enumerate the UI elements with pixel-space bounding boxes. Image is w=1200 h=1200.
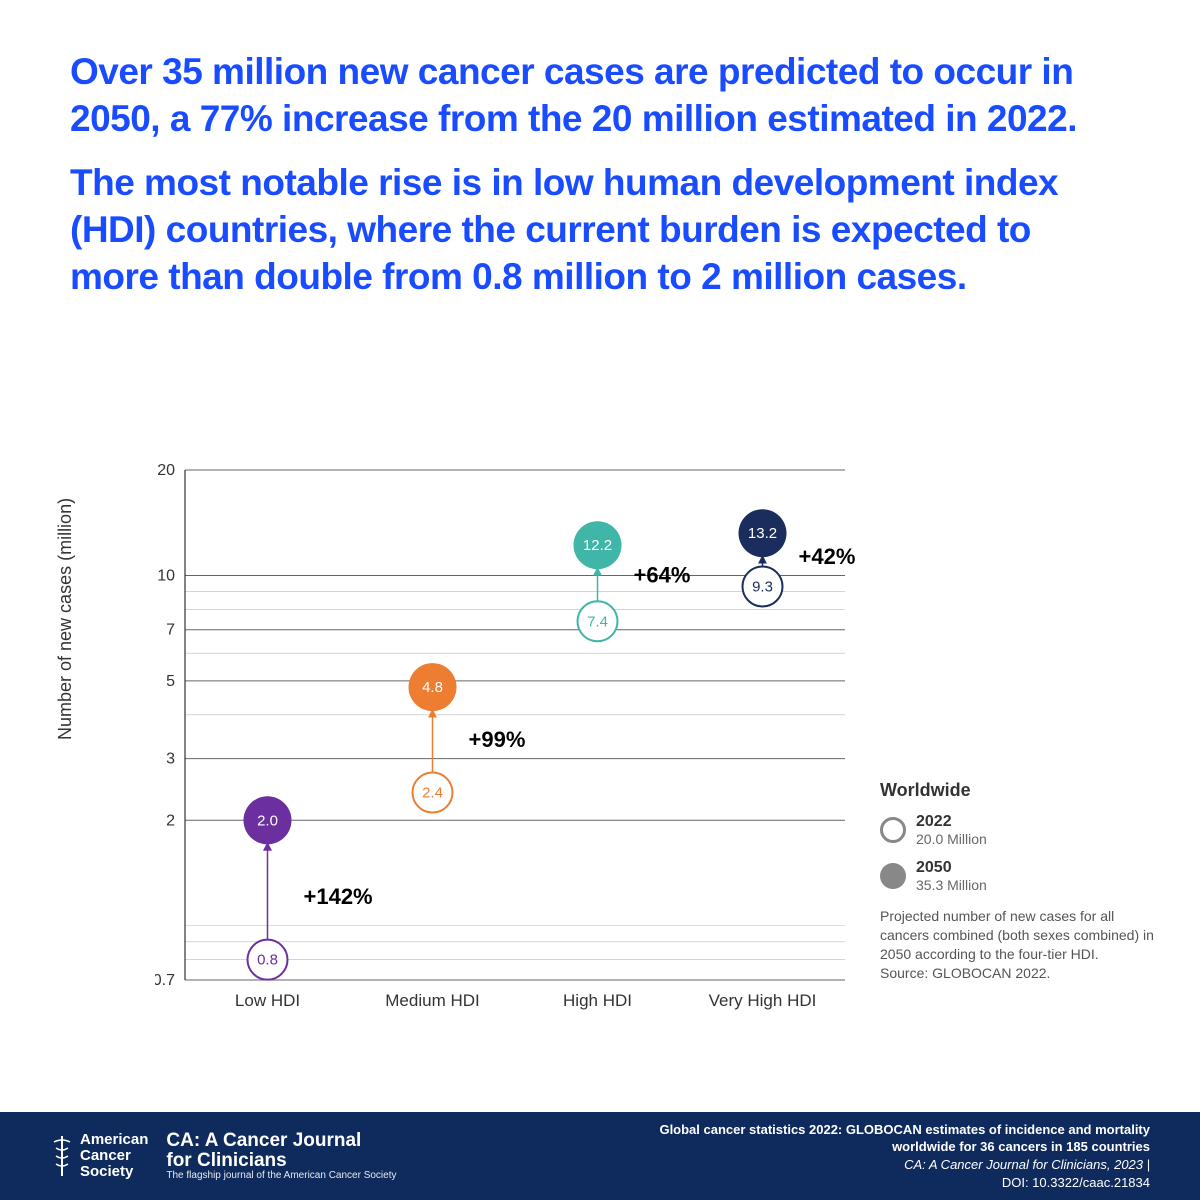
svg-text:2.0: 2.0 (257, 812, 278, 829)
svg-text:9.3: 9.3 (752, 578, 773, 595)
caduceus-icon (50, 1134, 74, 1178)
svg-text:7: 7 (166, 622, 175, 639)
chart-container: Number of new cases (million) 0.72357102… (100, 460, 850, 1020)
svg-text:+142%: +142% (304, 884, 373, 909)
svg-text:+99%: +99% (469, 727, 526, 752)
journal-subtitle: The flagship journal of the American Can… (166, 1170, 396, 1181)
svg-text:12.2: 12.2 (583, 537, 612, 554)
legend-val-2050: 35.3 Million (916, 877, 987, 893)
y-axis-label: Number of new cases (million) (55, 498, 76, 740)
svg-text:0.7: 0.7 (155, 972, 175, 989)
headline-p1: Over 35 million new cancer cases are pre… (70, 48, 1100, 143)
svg-text:2: 2 (166, 812, 175, 829)
svg-text:2.4: 2.4 (422, 785, 443, 802)
footer-left: AmericanCancerSociety CA: A Cancer Journ… (50, 1131, 397, 1182)
legend-val-2022: 20.0 Million (916, 831, 987, 847)
svg-text:Very High HDI: Very High HDI (709, 991, 817, 1010)
footer-bar: AmericanCancerSociety CA: A Cancer Journ… (0, 1108, 1200, 1200)
svg-text:4.8: 4.8 (422, 679, 443, 696)
svg-text:3: 3 (166, 751, 175, 768)
citation-doi: DOI: 10.3322/caac.21834 (630, 1174, 1150, 1192)
headline-p2: The most notable rise is in low human de… (70, 159, 1100, 301)
svg-text:20: 20 (157, 462, 175, 479)
svg-text:7.4: 7.4 (587, 613, 608, 630)
legend-circle-hollow (880, 817, 906, 843)
svg-text:+64%: +64% (634, 563, 691, 588)
legend-panel: Worldwide 2022 20.0 Million 2050 35.3 Mi… (880, 780, 1160, 983)
legend-note: Projected number of new cases for all ca… (880, 907, 1160, 983)
footer-citation: Global cancer statistics 2022: GLOBOCAN … (630, 1121, 1150, 1191)
legend-circle-filled (880, 863, 906, 889)
citation-title: Global cancer statistics 2022: GLOBOCAN … (630, 1121, 1150, 1156)
chart-svg: 0.7 2 3 5 7 10 20 Low HDI Medium HDI High HDI Very… (155, 460, 855, 1020)
svg-text:Medium HDI: Medium HDI (385, 991, 479, 1010)
legend-row-2050: 2050 35.3 Million (880, 859, 1160, 893)
acs-text: AmericanCancerSociety (80, 1132, 148, 1179)
legend-year-2022: 2022 (916, 813, 987, 831)
svg-text:13.2: 13.2 (748, 525, 777, 542)
legend-title: Worldwide (880, 780, 1160, 801)
citation-journal: CA: A Cancer Journal for Clinicians, 202… (630, 1156, 1150, 1174)
svg-text:+42%: +42% (799, 544, 856, 569)
svg-text:0.8: 0.8 (257, 952, 278, 969)
journal-title-line1: CA: A Cancer Journal (166, 1131, 396, 1151)
svg-text:5: 5 (166, 673, 175, 690)
svg-text:High HDI: High HDI (563, 991, 632, 1010)
svg-text:10: 10 (157, 567, 175, 584)
svg-text:Low HDI: Low HDI (235, 991, 300, 1010)
journal-block: CA: A Cancer Journal for Clinicians The … (166, 1131, 396, 1182)
legend-year-2050: 2050 (916, 859, 987, 877)
acs-logo: AmericanCancerSociety (50, 1132, 148, 1179)
legend-row-2022: 2022 20.0 Million (880, 813, 1160, 847)
journal-title-line2: for Clinicians (166, 1151, 396, 1171)
headline-block: Over 35 million new cancer cases are pre… (70, 48, 1100, 317)
